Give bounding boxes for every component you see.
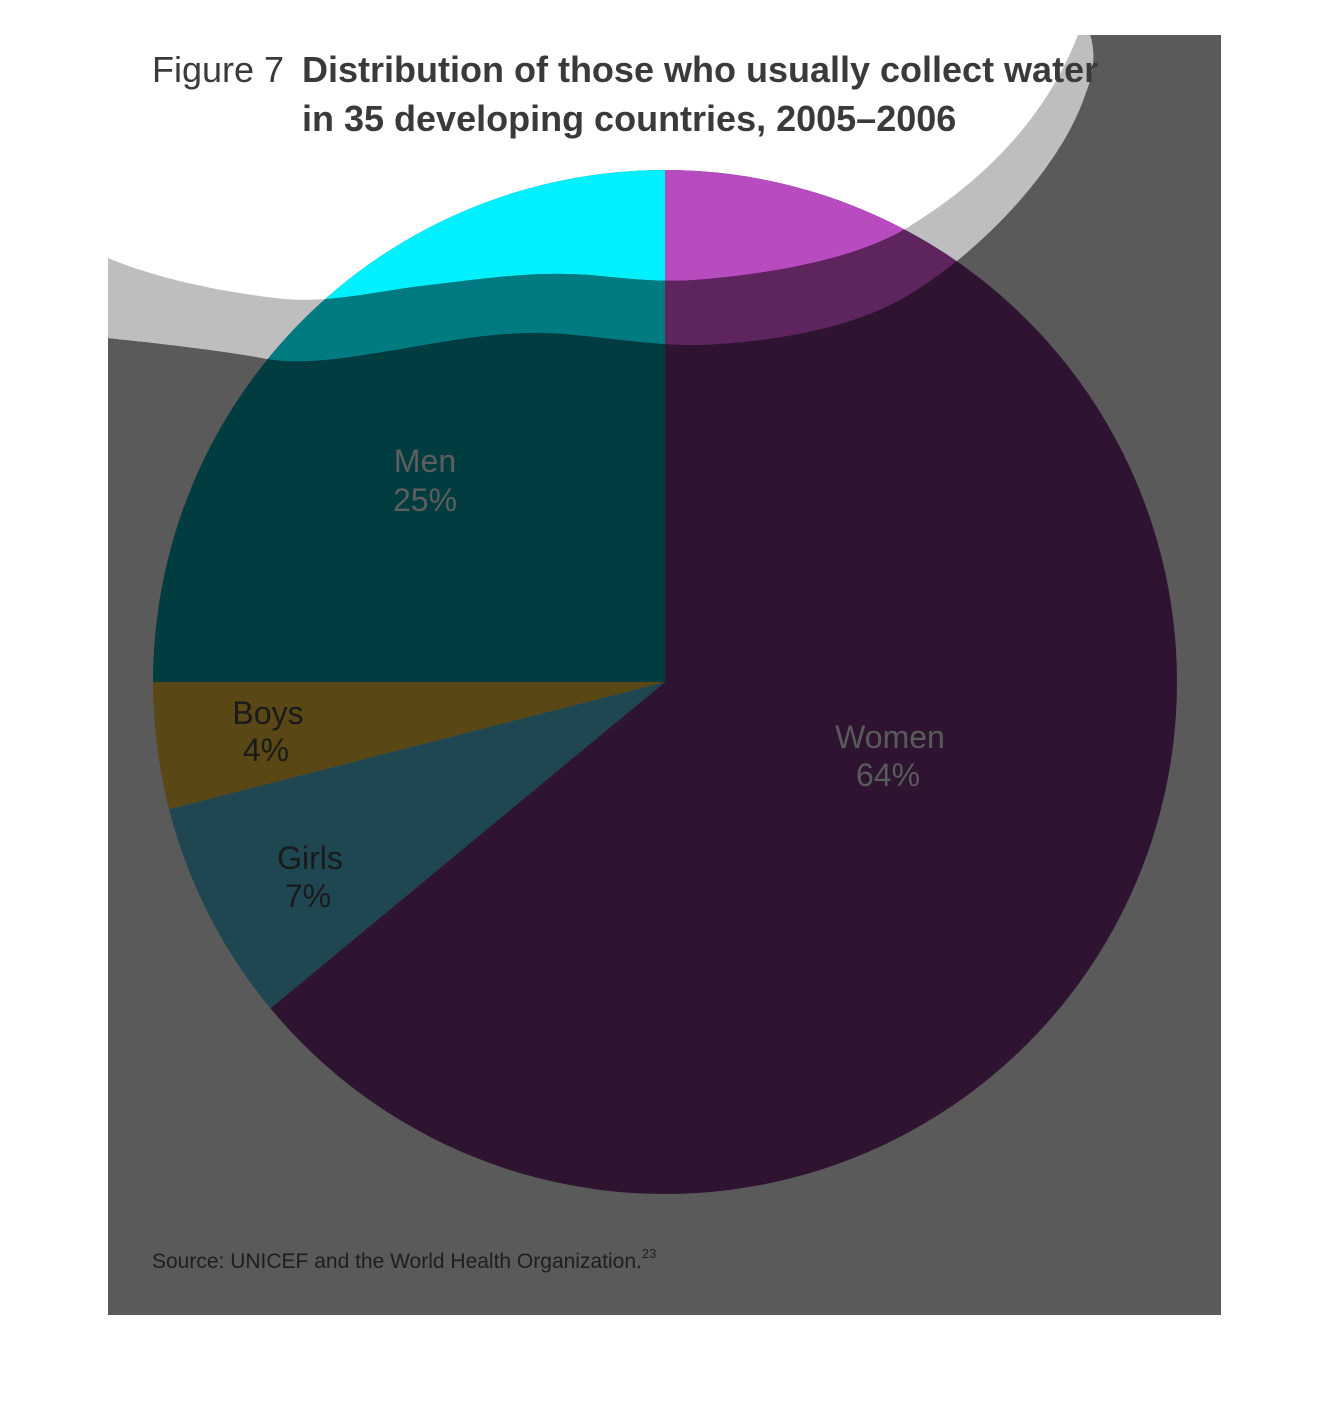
svg-text:Figure 7: Figure 7	[152, 49, 284, 90]
source-footnote: 23	[642, 1246, 656, 1261]
label-men-name: Men	[394, 443, 456, 479]
source-text: Source: UNICEF and the World Health Orga…	[152, 1250, 642, 1273]
svg-text:Source: UNICEF and the World H: Source: UNICEF and the World Health Orga…	[152, 1246, 656, 1273]
label-women-name: Women	[835, 719, 945, 755]
figure-label: Figure 7	[152, 49, 284, 90]
slice-women	[270, 170, 1178, 1195]
chart-title-line2: in 35 developing countries, 2005–2006	[302, 98, 956, 139]
slice-girls	[169, 682, 665, 1009]
slice-boys	[153, 682, 665, 810]
label-girls-name: Girls	[277, 840, 343, 876]
label-boys-value: 4%	[243, 732, 289, 768]
chart-title-line1: Distribution of those who usually collec…	[302, 49, 1098, 90]
label-men-value: 25%	[393, 482, 457, 518]
label-girls-value: 7%	[285, 878, 331, 914]
label-women-value: 64%	[856, 757, 920, 793]
label-boys-name: Boys	[232, 695, 303, 731]
